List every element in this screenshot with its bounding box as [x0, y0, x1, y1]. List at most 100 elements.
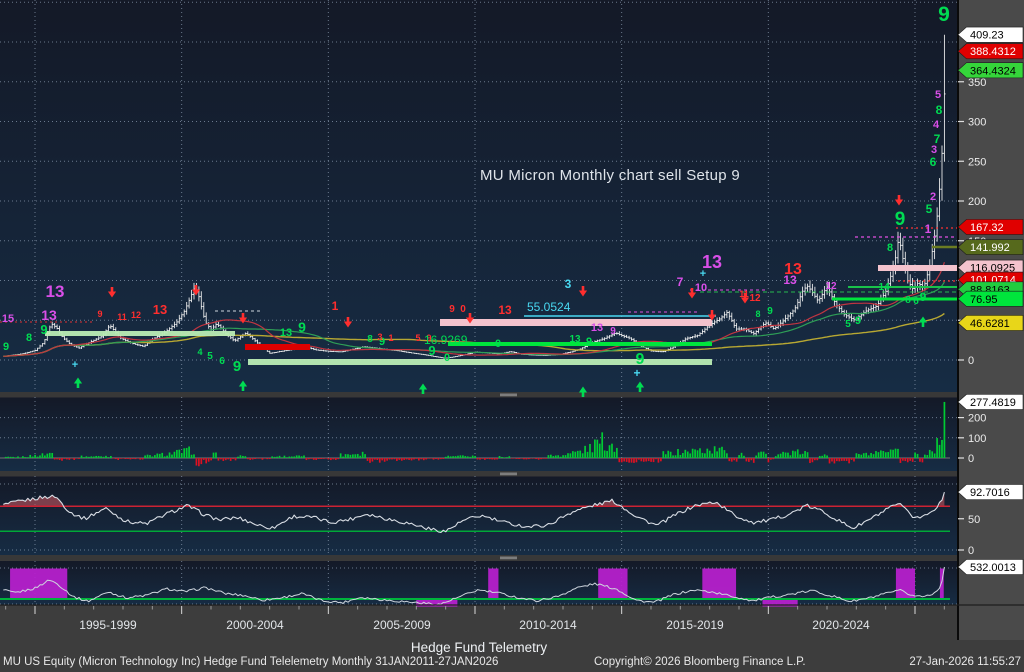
chart-text: 9	[379, 336, 385, 348]
chart-text: 14	[878, 282, 890, 293]
chart-text: 3	[377, 332, 382, 342]
separator-handle-icon[interactable]	[500, 393, 517, 397]
right-price-axis: 3503002502001501005002001000500409.23388…	[957, 0, 1024, 640]
chart-text: 13	[784, 261, 802, 278]
chart-text: 55.0524	[527, 300, 571, 314]
x-axis-label: 2020-2024	[812, 618, 870, 632]
regime-blocks	[10, 568, 944, 607]
chart-text: 9	[97, 309, 102, 319]
chart-text: 0	[968, 355, 974, 367]
chart-text: 5	[845, 319, 851, 330]
main-price-panel[interactable]	[0, 0, 958, 392]
chart-text: 50	[968, 514, 980, 526]
price-tag	[957, 239, 1024, 256]
chart-text: 13	[41, 307, 57, 323]
buy-arrow-icon	[635, 381, 645, 392]
chart-text: 13	[498, 303, 512, 317]
chart-text: 12	[825, 281, 837, 292]
chart-text: 13	[280, 327, 292, 339]
chart-text: 16.9269	[424, 333, 468, 347]
price-tag	[957, 315, 1024, 331]
chart-text: 9	[40, 322, 47, 337]
volume-series	[4, 401, 946, 467]
chart-text: 8	[905, 295, 911, 306]
chart-text: 9	[586, 336, 592, 348]
x-axis-label: 2010-2014	[519, 618, 577, 632]
buy-arrow-icon	[918, 316, 928, 327]
chart-text: 1	[332, 299, 339, 313]
lower-indicator-series	[0, 566, 950, 606]
chart-text: 0	[968, 453, 974, 465]
chart-text: 3	[565, 277, 572, 291]
chart-text: 200	[968, 413, 986, 425]
chart-text: 2	[930, 191, 936, 203]
chart-text: 13	[783, 273, 797, 287]
chart-text: 9	[767, 306, 773, 317]
x-axis-label: 2015-2019	[666, 618, 724, 632]
x-axis-label: 1995-1999	[79, 618, 137, 632]
support-resistance-levels	[0, 227, 958, 365]
oscillator-panel[interactable]	[0, 476, 958, 555]
chart-text: 277.4819	[970, 397, 1016, 409]
chart-text: 6	[930, 155, 937, 169]
chart-text: 0	[495, 338, 501, 350]
chart-text: 13	[569, 334, 581, 345]
separator-handle-icon[interactable]	[500, 556, 517, 560]
buy-arrow-icon	[73, 377, 83, 388]
chart-text: 9	[855, 315, 861, 327]
sell-arrow-icon	[191, 285, 201, 296]
chart-text: 9	[428, 343, 435, 358]
oscillator-value-tag	[957, 484, 1024, 500]
chart-text: 1	[388, 333, 393, 343]
chart-text: 9	[3, 341, 9, 353]
chart-text: 15	[2, 313, 14, 325]
chart-text: 13	[591, 322, 603, 334]
chart-text: 13	[153, 302, 167, 317]
x-axis-label: 2005-2009	[373, 618, 431, 632]
lower-indicator-panel[interactable]	[0, 561, 958, 605]
chart-text: 8	[367, 334, 373, 345]
chart-text: 0	[444, 352, 450, 364]
moving-average-line	[3, 281, 945, 357]
chart-text: 4	[933, 119, 940, 131]
chart-text: 92.7016	[970, 487, 1010, 499]
chart-text: 9	[298, 319, 306, 335]
chart-text: +	[633, 366, 640, 380]
chart-text: 9	[920, 290, 927, 304]
separator-handle-icon[interactable]	[500, 472, 517, 476]
chart-text: 13	[46, 282, 65, 301]
chart-text: 4	[197, 347, 202, 357]
chart-text: 300	[968, 117, 986, 129]
chart-text: 5	[926, 202, 933, 216]
chart-text: 9	[449, 304, 455, 315]
volume-panel[interactable]	[0, 397, 958, 471]
oscillator-series	[0, 491, 950, 534]
chart-text: 9	[233, 358, 241, 375]
chart-text: 0	[460, 304, 466, 315]
price-tag	[957, 219, 1024, 235]
buy-arrow-icon	[238, 380, 248, 391]
chart-text: 8	[936, 103, 943, 117]
chart-text: 8	[887, 242, 893, 254]
chart-text: 532.0013	[970, 562, 1016, 574]
chart-text: 1	[925, 222, 932, 236]
volume-value-tag	[957, 394, 1024, 410]
chart-text: 5	[207, 351, 213, 362]
sell-arrow-icon	[894, 195, 904, 206]
price-tag	[957, 26, 1024, 43]
chart-text: 6	[913, 296, 919, 307]
chart-text: 5	[935, 89, 941, 101]
moving-average-line	[3, 262, 945, 357]
buy-arrow-icon	[418, 383, 428, 394]
price-tag	[957, 290, 1024, 307]
chart-text: 0	[968, 545, 974, 557]
chart-text: 8	[26, 332, 32, 344]
chart-text: 10	[695, 282, 707, 294]
chart-text: 8	[755, 309, 760, 319]
chart-text: 3	[931, 144, 937, 156]
price-tag	[957, 43, 1024, 60]
chart-text: 6	[219, 356, 225, 367]
chart-text: +	[700, 268, 706, 280]
